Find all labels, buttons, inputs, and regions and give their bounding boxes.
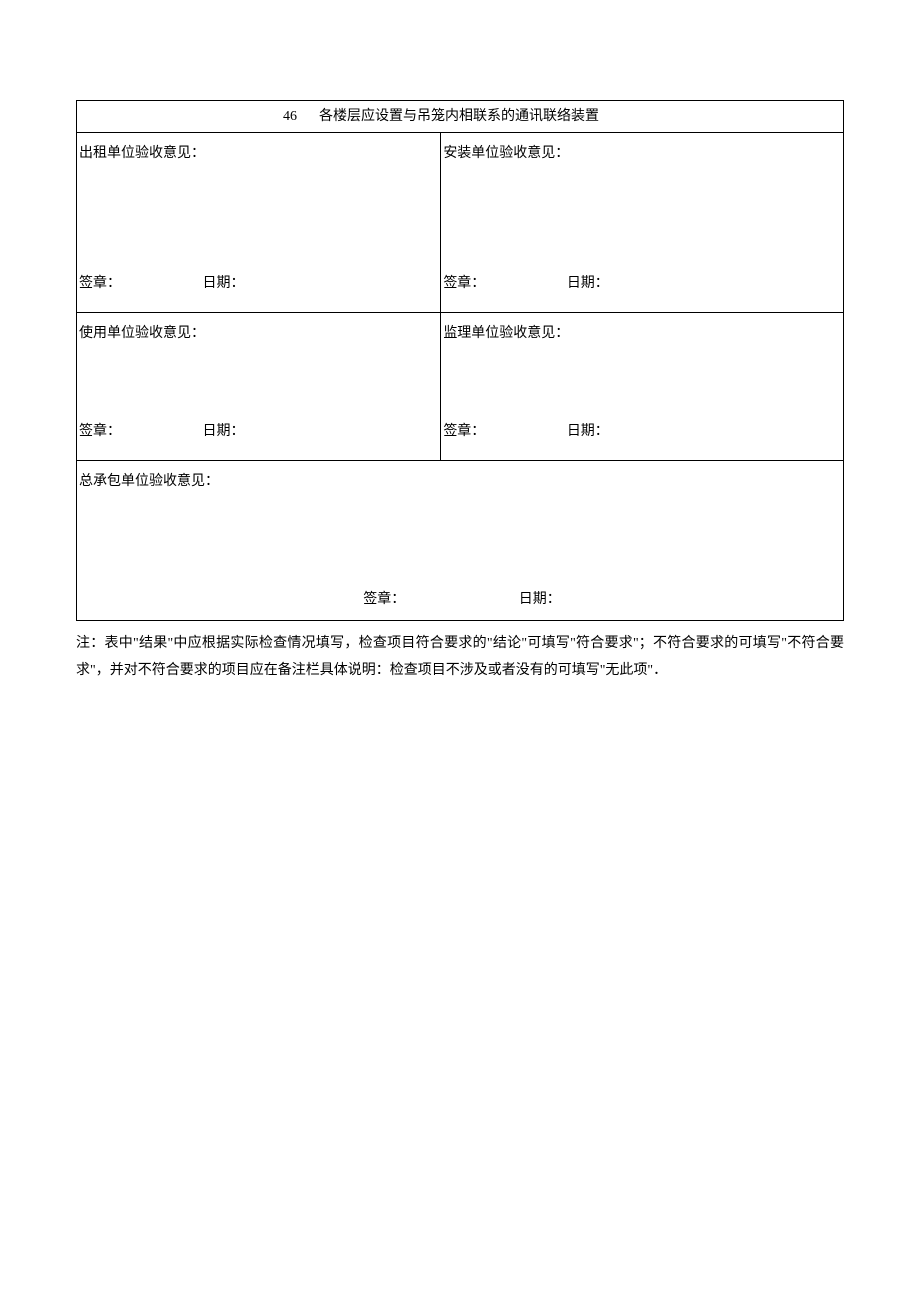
user-opinion-cell: 使用单位验收意见： 签章： 日期：: [77, 313, 441, 461]
user-sign-label: 签章：: [79, 421, 121, 442]
contractor-sign-label: 签章：: [363, 589, 405, 610]
supervision-date-label: 日期：: [567, 421, 609, 442]
contractor-opinion-cell: 总承包单位验收意见： 签章： 日期：: [77, 461, 844, 621]
contractor-sign-line: 签章： 日期：: [79, 589, 845, 610]
rental-date-label: 日期：: [203, 273, 245, 294]
header-cell: 46 各楼层应设置与吊笼内相联系的通讯联络装置: [77, 101, 844, 133]
opinion-row-1: 出租单位验收意见： 签章： 日期： 安装单位验收意见： 签章： 日期：: [77, 133, 844, 313]
supervision-opinion-title: 监理单位验收意见：: [443, 323, 569, 344]
install-opinion-cell: 安装单位验收意见： 签章： 日期：: [441, 133, 844, 313]
user-sign-line: 签章： 日期：: [79, 421, 442, 442]
install-opinion-title: 安装单位验收意见：: [443, 143, 569, 164]
supervision-opinion-cell: 监理单位验收意见： 签章： 日期：: [441, 313, 844, 461]
rental-sign-label: 签章：: [79, 273, 121, 294]
install-date-label: 日期：: [567, 273, 609, 294]
row-number: 46: [77, 101, 317, 132]
opinion-row-3: 总承包单位验收意见： 签章： 日期：: [77, 461, 844, 621]
rental-opinion-title: 出租单位验收意见：: [79, 143, 205, 164]
footer-note: 注：表中"结果"中应根据实际检查情况填写，检查项目符合要求的"结论"可填写"符合…: [76, 631, 844, 684]
supervision-sign-label: 签章：: [443, 421, 485, 442]
document-page: 46 各楼层应设置与吊笼内相联系的通讯联络装置 出租单位验收意见： 签章： 日期…: [0, 0, 920, 684]
user-date-label: 日期：: [203, 421, 245, 442]
contractor-date-label: 日期：: [519, 589, 561, 610]
table-header-row: 46 各楼层应设置与吊笼内相联系的通讯联络装置: [77, 101, 844, 133]
opinion-row-2: 使用单位验收意见： 签章： 日期： 监理单位验收意见： 签章： 日期：: [77, 313, 844, 461]
install-sign-line: 签章： 日期：: [443, 273, 845, 294]
row-description: 各楼层应设置与吊笼内相联系的通讯联络装置: [317, 101, 843, 132]
install-sign-label: 签章：: [443, 273, 485, 294]
supervision-sign-line: 签章： 日期：: [443, 421, 845, 442]
contractor-opinion-title: 总承包单位验收意见：: [79, 471, 219, 492]
rental-opinion-cell: 出租单位验收意见： 签章： 日期：: [77, 133, 441, 313]
rental-sign-line: 签章： 日期：: [79, 273, 442, 294]
inspection-table: 46 各楼层应设置与吊笼内相联系的通讯联络装置 出租单位验收意见： 签章： 日期…: [76, 100, 844, 621]
user-opinion-title: 使用单位验收意见：: [79, 323, 205, 344]
